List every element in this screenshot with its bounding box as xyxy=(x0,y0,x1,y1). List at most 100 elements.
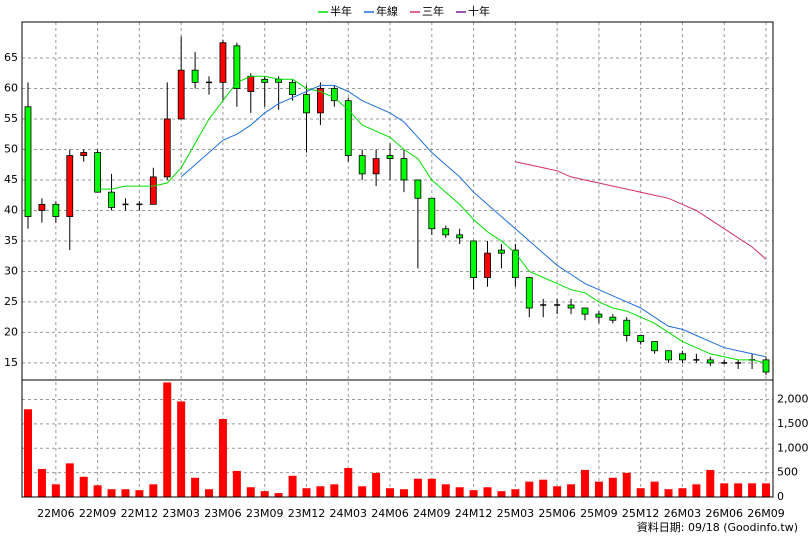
candle-body xyxy=(637,335,645,342)
volume-tick-label: 500 xyxy=(777,466,798,479)
volume-bar xyxy=(177,401,186,497)
candle-body xyxy=(679,353,686,361)
source-note: 資料日期: 09/18 (Goodinfo.tw) xyxy=(637,520,798,534)
candle-body xyxy=(400,158,408,181)
candle-body xyxy=(108,191,115,208)
x-tick-label: 23M03 xyxy=(162,507,200,520)
volume-bar xyxy=(525,481,534,497)
y-tick-label: 55 xyxy=(4,112,18,125)
y-tick-label: 30 xyxy=(4,264,18,277)
ma-line xyxy=(515,161,767,260)
volume-bar xyxy=(218,419,227,497)
candle-body xyxy=(38,203,46,211)
x-tick-label: 23M09 xyxy=(246,507,284,520)
x-tick-label: 25M03 xyxy=(497,507,535,520)
x-tick-label: 24M09 xyxy=(413,507,451,520)
x-tick-label: 22M06 xyxy=(37,507,75,520)
volume-bar xyxy=(692,484,701,497)
volume-bar xyxy=(511,489,520,497)
candle-body xyxy=(665,350,672,361)
legend-label: 十年 xyxy=(468,4,490,18)
candle-body xyxy=(609,316,617,321)
volume-bar xyxy=(316,486,325,497)
x-tick-label: 22M12 xyxy=(121,507,159,520)
x-tick-label: 26M03 xyxy=(664,507,702,520)
volume-bar xyxy=(372,472,381,497)
candle-body xyxy=(330,88,338,102)
candle-body xyxy=(247,75,255,92)
candle-body xyxy=(595,313,603,318)
volume-bar xyxy=(608,477,617,497)
volume-bar xyxy=(469,490,478,497)
volume-tick-label: 0 xyxy=(777,490,784,503)
volume-bar xyxy=(163,382,172,497)
volume-bar xyxy=(344,467,353,497)
candle-body xyxy=(525,277,533,309)
volume-bar xyxy=(149,484,158,497)
volume-bar xyxy=(358,486,367,497)
volume-bar xyxy=(483,487,492,497)
x-tick-label: 26M06 xyxy=(705,507,743,520)
x-tick-label: 25M09 xyxy=(580,507,618,520)
volume-bar xyxy=(386,488,395,497)
candle-body xyxy=(706,359,714,364)
y-tick-label: 65 xyxy=(4,51,18,64)
candle-body xyxy=(163,118,171,178)
candle-body xyxy=(386,155,394,160)
candle-body xyxy=(344,100,352,156)
candle-body xyxy=(219,42,227,83)
y-tick-label: 20 xyxy=(4,325,18,338)
volume-bar xyxy=(135,490,144,497)
volume-bar xyxy=(427,478,436,497)
volume-bar xyxy=(553,486,562,497)
volume-bar xyxy=(107,489,116,497)
x-tick-label: 24M12 xyxy=(455,507,493,520)
y-tick-label: 25 xyxy=(4,295,18,308)
candle-body xyxy=(498,249,505,254)
y-tick-label: 45 xyxy=(4,173,18,186)
x-tick-label: 25M06 xyxy=(538,507,576,520)
volume-bar xyxy=(497,491,506,497)
candle-body xyxy=(177,69,185,120)
candle-body xyxy=(317,88,324,114)
candle-body xyxy=(303,94,310,114)
volume-bar xyxy=(191,477,200,497)
candle-body xyxy=(191,69,199,83)
candle-body xyxy=(484,252,491,278)
volume-bar xyxy=(205,489,214,497)
volume-tick-label: 1,000 xyxy=(777,441,808,454)
volume-bar xyxy=(594,481,603,497)
candle-body xyxy=(456,234,464,239)
x-tick-label: 23M12 xyxy=(288,507,326,520)
volume-bar xyxy=(399,489,408,497)
x-tick-label: 25M12 xyxy=(622,507,660,520)
candle-body xyxy=(581,307,589,315)
volume-bar xyxy=(37,468,46,497)
volume-bar xyxy=(441,484,450,497)
volume-bar xyxy=(636,488,645,497)
x-tick-label: 24M03 xyxy=(330,507,368,520)
candle-body xyxy=(358,155,366,175)
y-tick-label: 60 xyxy=(4,81,18,94)
candle-body xyxy=(511,249,519,278)
volume-bar xyxy=(567,484,576,497)
x-tick-label: 24M06 xyxy=(371,507,409,520)
y-tick-label: 50 xyxy=(4,142,18,155)
candle-body xyxy=(428,197,436,230)
legend-label: 三年 xyxy=(422,4,444,18)
volume-bar xyxy=(622,472,631,497)
candle-body xyxy=(567,304,575,309)
candle-body xyxy=(289,81,296,95)
volume-tick-label: 1,500 xyxy=(777,417,808,430)
candle-body xyxy=(24,106,32,217)
volume-bar xyxy=(748,483,757,497)
volume-frame xyxy=(21,379,774,498)
y-tick-label: 35 xyxy=(4,234,18,247)
volume-bar xyxy=(302,488,311,497)
volume-bar xyxy=(121,489,130,497)
y-tick-label: 15 xyxy=(4,356,18,369)
candle-body xyxy=(414,179,422,199)
candle-body xyxy=(52,203,60,217)
